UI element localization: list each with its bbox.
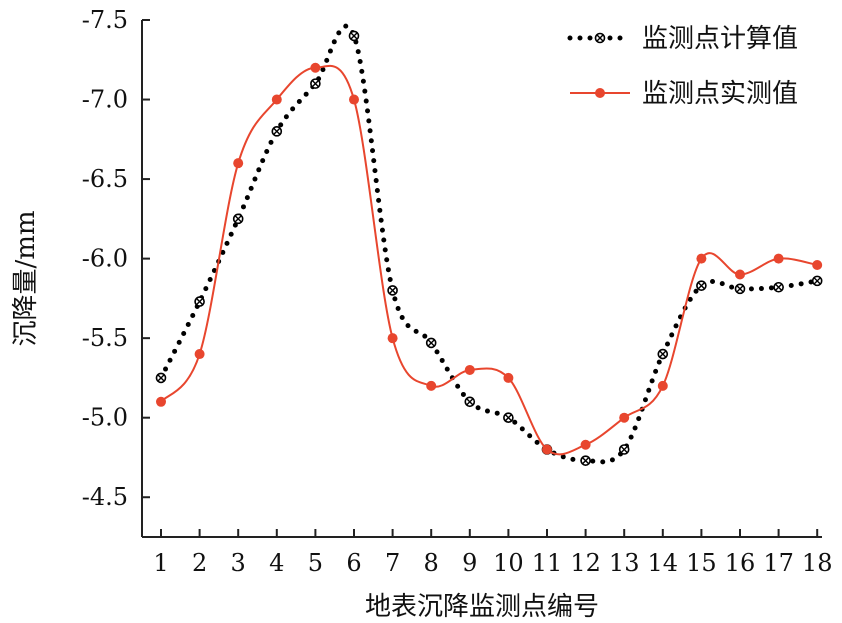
legend-marker-measured xyxy=(595,88,605,98)
legend-label-measured: 监测点实测值 xyxy=(642,79,798,109)
x-tick-label: 12 xyxy=(570,549,601,577)
x-tick-label: 14 xyxy=(648,549,679,577)
x-tick-label: 9 xyxy=(462,549,477,577)
point-calculated xyxy=(503,412,514,423)
x-axis-title: 地表沉降监测点编号 xyxy=(365,592,599,622)
marker-cross xyxy=(350,32,358,40)
point-calculated xyxy=(811,275,823,287)
marker-cross xyxy=(234,215,242,223)
point-measured xyxy=(349,94,359,105)
point-calculated xyxy=(425,337,437,349)
y-tick-label: -7.0 xyxy=(82,86,128,114)
marker-cross xyxy=(157,374,165,382)
point-measured xyxy=(580,439,591,450)
marker-cross xyxy=(774,283,783,291)
point-calculated xyxy=(232,213,244,225)
marker-cross xyxy=(697,281,706,290)
y-tick-label: -6.5 xyxy=(82,165,128,193)
point-measured xyxy=(271,94,282,105)
x-tick-label: 4 xyxy=(269,549,284,577)
y-tick-label: -6.0 xyxy=(82,245,128,273)
point-calculated xyxy=(387,285,398,296)
point-measured xyxy=(503,372,514,383)
legend-item-calculated: 监测点计算值 xyxy=(567,24,798,54)
legend-item-measured: 监测点实测值 xyxy=(570,79,798,109)
x-tick-label: 5 xyxy=(308,549,323,577)
point-measured xyxy=(773,253,784,264)
marker-cross xyxy=(466,398,474,406)
point-calculated xyxy=(657,348,669,360)
legend-label-calculated: 监测点计算值 xyxy=(642,24,798,54)
point-measured xyxy=(619,412,630,423)
point-calculated xyxy=(464,396,476,408)
marker-cross xyxy=(311,79,320,88)
point-calculated xyxy=(310,78,321,89)
x-axis: 1 2 3 4 5 6 7 8 9 10 11 12 13 14 15 16 17 18 xyxy=(142,529,832,577)
marker-cross xyxy=(427,339,435,347)
series-line-measured xyxy=(160,64,818,456)
x-tick-label: 2 xyxy=(192,549,207,577)
point-measured xyxy=(310,62,321,73)
point-calculated xyxy=(155,372,167,384)
point-measured xyxy=(194,349,205,360)
legend-marker-glyph xyxy=(594,32,606,44)
point-calculated xyxy=(773,281,784,293)
x-tick-label: 13 xyxy=(609,549,640,577)
y-tick-label: -7.5 xyxy=(82,6,128,34)
x-tick-label: 17 xyxy=(763,549,794,577)
point-measured xyxy=(812,259,823,270)
marker-cross xyxy=(581,456,590,465)
x-tick-label: 8 xyxy=(424,549,439,577)
marker-cross xyxy=(736,285,744,293)
series-layer xyxy=(155,23,823,466)
legend: 监测点计算值 监测点实测值 xyxy=(567,24,798,109)
marker-cross xyxy=(195,297,204,306)
x-tick-label: 15 xyxy=(686,549,717,577)
point-measured xyxy=(542,444,552,455)
legend-marker-calculated xyxy=(594,32,606,44)
marker-cross xyxy=(388,286,397,295)
y-axis: -4.5 -5.0 -5.5 -6.0 -6.5 -7.0 -7.5 xyxy=(82,6,150,537)
point-measured xyxy=(156,396,166,407)
x-tick-label: 10 xyxy=(493,549,524,577)
point-measured xyxy=(657,380,668,391)
point-measured xyxy=(387,333,398,344)
point-calculated xyxy=(618,444,630,455)
x-tick-label: 11 xyxy=(532,549,563,577)
marker-cross xyxy=(273,127,281,136)
point-measured xyxy=(233,158,244,169)
y-tick-label: -4.5 xyxy=(82,483,128,511)
x-tick-label: 3 xyxy=(231,549,246,577)
point-measured xyxy=(426,380,437,391)
x-tick-label: 7 xyxy=(385,549,400,577)
point-calculated xyxy=(696,280,707,291)
point-measured xyxy=(696,253,707,264)
marker-cross xyxy=(596,34,604,42)
point-measured xyxy=(464,364,475,375)
point-calculated xyxy=(580,455,591,466)
point-calculated xyxy=(194,296,205,307)
marker-cross xyxy=(620,445,628,454)
y-tick-label: -5.5 xyxy=(82,324,128,352)
x-tick-label: 18 xyxy=(802,549,833,577)
y-tick-label: -5.0 xyxy=(82,404,128,432)
x-tick-label: 6 xyxy=(346,549,361,577)
marker-cross xyxy=(659,350,667,358)
marker-cross xyxy=(504,413,513,422)
point-calculated xyxy=(271,126,283,137)
marker-cross xyxy=(813,277,821,285)
y-axis-title: 沉降量/mm xyxy=(11,210,41,346)
x-tick-label: 16 xyxy=(725,549,756,577)
point-calculated xyxy=(734,283,746,295)
series-line-calculated xyxy=(158,23,820,465)
point-calculated xyxy=(348,30,360,42)
point-measured xyxy=(735,269,745,280)
x-tick-label: 1 xyxy=(153,549,168,577)
